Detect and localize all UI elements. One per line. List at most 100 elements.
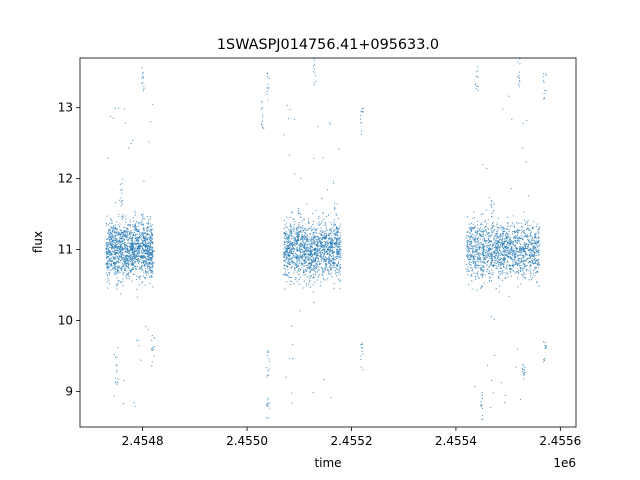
data-point <box>517 286 519 288</box>
data-point <box>122 248 124 250</box>
data-point <box>333 230 335 232</box>
data-point <box>293 239 295 241</box>
data-point <box>148 265 150 267</box>
data-point <box>114 230 116 232</box>
data-point <box>114 267 117 269</box>
data-point <box>494 256 496 258</box>
data-point <box>127 273 130 275</box>
data-point <box>266 405 268 407</box>
data-point <box>286 240 288 243</box>
x-axis-title: time <box>314 456 341 470</box>
data-point <box>128 278 130 280</box>
data-point <box>127 265 129 268</box>
data-point <box>530 244 533 246</box>
data-point <box>147 272 149 274</box>
data-point <box>149 248 151 251</box>
data-point <box>490 406 492 408</box>
data-point <box>152 103 154 105</box>
data-point <box>105 262 107 264</box>
data-point <box>521 273 523 276</box>
data-point <box>479 258 481 260</box>
data-point <box>130 269 133 272</box>
data-point <box>325 263 327 265</box>
data-point <box>506 236 508 239</box>
data-point <box>111 242 114 244</box>
data-point <box>297 255 299 258</box>
data-point <box>295 277 297 279</box>
data-point <box>151 249 154 251</box>
data-point <box>500 382 502 384</box>
data-point <box>474 267 477 269</box>
data-point <box>118 258 120 260</box>
data-point <box>499 254 502 256</box>
data-point <box>471 245 473 247</box>
data-point <box>300 227 302 229</box>
data-point <box>145 270 147 272</box>
data-point <box>485 249 487 252</box>
data-point <box>151 238 153 241</box>
data-point <box>117 256 119 258</box>
data-point <box>149 256 151 258</box>
data-point <box>477 70 479 72</box>
data-point <box>515 366 517 368</box>
data-point <box>332 237 334 239</box>
data-point <box>487 256 489 258</box>
data-point <box>109 240 111 242</box>
data-point <box>117 257 119 259</box>
data-point <box>538 226 541 228</box>
data-point <box>500 234 502 236</box>
data-point <box>111 234 113 236</box>
data-point <box>108 243 110 246</box>
data-point <box>126 238 128 240</box>
data-point <box>123 239 126 241</box>
data-point <box>513 266 515 268</box>
data-point <box>134 224 137 226</box>
data-point <box>129 225 132 227</box>
data-point <box>114 245 116 248</box>
data-point <box>138 345 140 347</box>
data-point <box>150 225 152 227</box>
data-point <box>138 261 140 264</box>
data-point <box>304 218 306 220</box>
data-point <box>531 238 533 240</box>
data-point <box>523 374 525 376</box>
data-point <box>111 254 113 256</box>
data-point <box>288 234 291 236</box>
data-point <box>319 238 321 240</box>
data-point <box>496 251 498 253</box>
data-point <box>322 274 324 276</box>
data-point <box>525 222 527 224</box>
data-point <box>492 231 494 233</box>
data-point <box>331 232 333 234</box>
data-point <box>489 277 491 279</box>
data-point <box>487 218 489 220</box>
data-point <box>361 346 363 348</box>
data-point <box>141 215 144 217</box>
data-point <box>149 245 151 247</box>
data-point <box>137 229 139 231</box>
data-point <box>135 246 137 248</box>
data-point <box>337 262 340 265</box>
data-point <box>474 241 477 243</box>
data-point <box>520 283 522 285</box>
data-point <box>502 245 504 247</box>
data-point <box>504 277 506 279</box>
data-point <box>114 356 117 359</box>
data-point <box>537 271 539 273</box>
data-point <box>468 261 470 263</box>
data-point <box>293 283 295 285</box>
data-point <box>491 255 493 257</box>
data-point <box>476 75 478 77</box>
data-point <box>508 244 510 247</box>
data-point <box>468 249 470 251</box>
data-point <box>310 263 312 266</box>
data-point <box>479 274 482 276</box>
data-point <box>329 242 331 244</box>
data-point <box>329 123 332 125</box>
data-point <box>117 280 119 282</box>
data-point <box>507 223 509 225</box>
data-point <box>294 239 296 241</box>
data-point <box>296 250 298 252</box>
data-point <box>112 237 115 239</box>
data-point <box>107 224 109 226</box>
